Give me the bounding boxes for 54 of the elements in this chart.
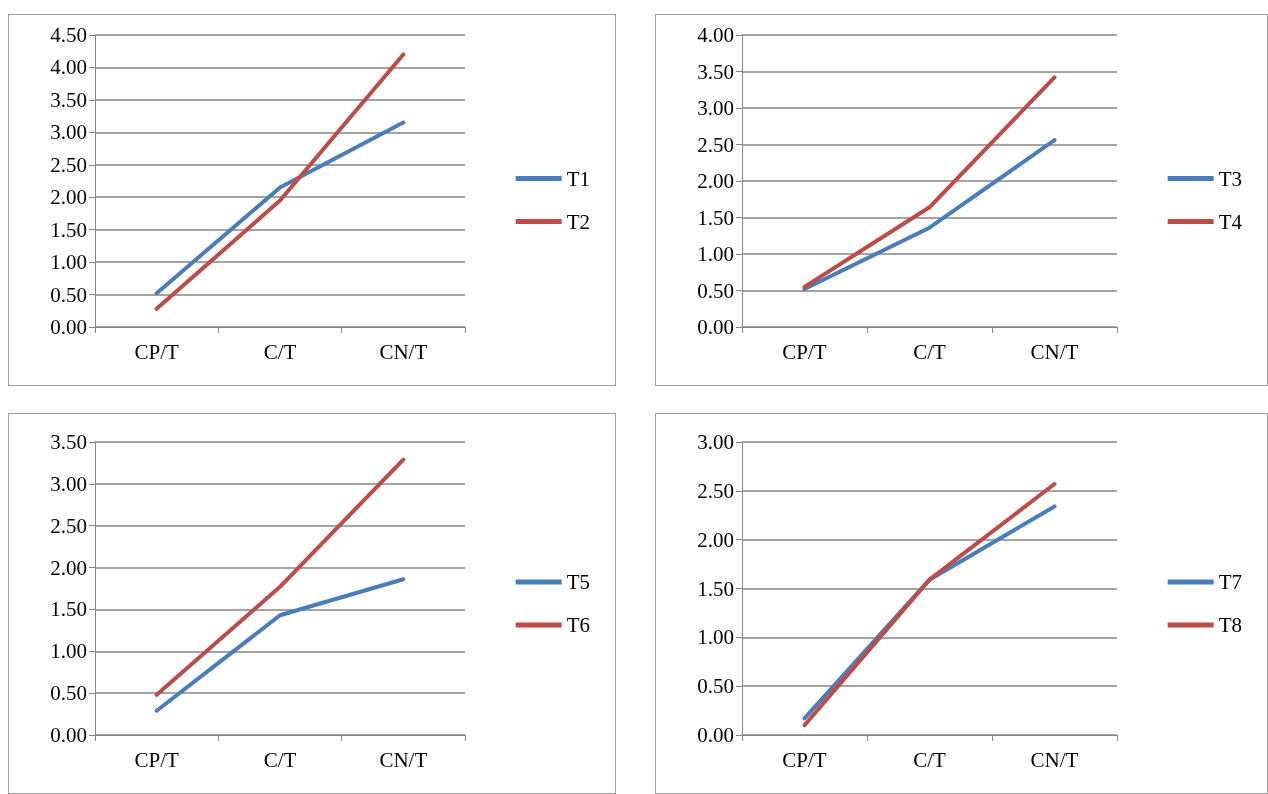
legend-label: T3: [1218, 166, 1242, 191]
legend-label: T8: [1218, 613, 1242, 637]
y-tick-label: 1.00: [697, 242, 734, 266]
x-tick-label: CP/T: [134, 747, 180, 772]
y-tick-label: 1.50: [50, 217, 87, 242]
y-tick-label: 4.50: [50, 23, 87, 47]
y-tick-label: 2.50: [697, 132, 734, 157]
y-tick-label: 4.00: [697, 23, 734, 47]
y-tick-label: 2.50: [50, 513, 87, 538]
x-tick-label: CP/T: [782, 747, 827, 772]
y-tick-label: 2.00: [697, 527, 734, 552]
y-tick-label: 3.50: [697, 59, 734, 84]
y-tick-label: 3.00: [50, 120, 87, 145]
x-tick-label: CN/T: [1030, 339, 1079, 364]
y-tick-label: 2.00: [50, 185, 87, 210]
legend-label: T5: [566, 570, 590, 594]
y-tick-label: 3.00: [697, 430, 734, 454]
y-tick-label: 1.50: [697, 576, 734, 601]
y-tick-label: 2.50: [50, 152, 87, 177]
x-tick-label: CN/T: [379, 747, 428, 772]
y-tick-label: 1.00: [50, 639, 87, 664]
y-tick-label: 4.00: [50, 55, 87, 80]
y-tick-label: 1.50: [697, 205, 734, 230]
legend-label: T7: [1218, 570, 1242, 594]
y-tick-label: 1.00: [697, 625, 734, 650]
y-tick-label: 2.00: [50, 555, 87, 580]
y-tick-label: 0.50: [50, 282, 87, 307]
y-tick-label: 0.50: [697, 278, 734, 303]
x-tick-label: CP/T: [782, 339, 827, 364]
legend-label: T2: [566, 209, 590, 234]
x-tick-label: C/T: [263, 747, 297, 772]
y-tick-label: 1.00: [50, 250, 87, 275]
legend-label: T4: [1218, 209, 1243, 234]
legend-label: T1: [566, 166, 590, 191]
y-tick-label: 0.00: [697, 315, 734, 339]
x-tick-label: CP/T: [134, 339, 180, 364]
x-tick-label: C/T: [913, 339, 947, 364]
y-tick-label: 2.00: [697, 169, 734, 193]
y-tick-label: 0.50: [50, 681, 87, 706]
y-tick-label: 1.50: [50, 597, 87, 622]
y-tick-label: 0.00: [50, 315, 87, 339]
legend-label: T6: [566, 613, 590, 637]
y-tick-label: 3.50: [50, 430, 87, 454]
x-tick-label: C/T: [263, 339, 297, 364]
y-tick-label: 0.00: [697, 723, 734, 747]
x-tick-label: CN/T: [379, 339, 428, 364]
y-tick-label: 3.00: [697, 96, 734, 120]
y-tick-label: 2.50: [697, 478, 734, 503]
y-tick-label: 3.50: [50, 87, 87, 112]
y-tick-label: 0.50: [697, 674, 734, 699]
x-tick-label: CN/T: [1030, 747, 1079, 772]
y-tick-label: 0.00: [50, 723, 87, 747]
y-tick-label: 3.00: [50, 471, 87, 496]
x-tick-label: C/T: [913, 747, 947, 772]
